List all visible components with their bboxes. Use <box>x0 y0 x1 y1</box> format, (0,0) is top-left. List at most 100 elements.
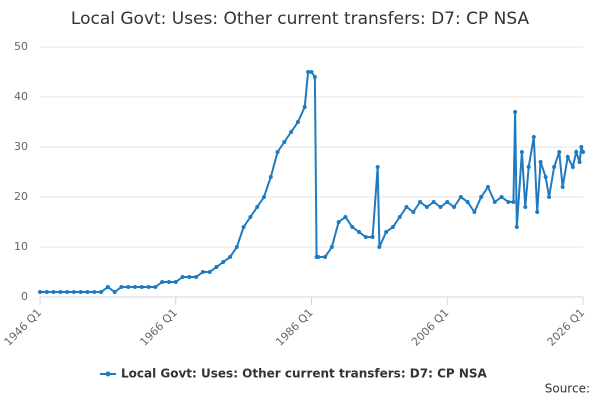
point <box>180 275 185 279</box>
point <box>565 155 570 159</box>
point <box>526 165 531 169</box>
x-tick-label: 2006 Q1 <box>409 306 452 349</box>
point <box>58 290 63 294</box>
y-tick-label: 0 <box>21 290 28 303</box>
point <box>166 280 171 284</box>
point <box>119 285 124 289</box>
point <box>431 200 436 204</box>
point <box>234 245 239 249</box>
point <box>65 290 70 294</box>
point <box>323 255 328 259</box>
point <box>485 185 490 189</box>
point <box>275 150 280 154</box>
point <box>499 195 504 199</box>
point <box>397 215 402 219</box>
point <box>445 200 450 204</box>
point <box>465 200 470 204</box>
point <box>309 70 314 74</box>
chart-title: Local Govt: Uses: Other current transfer… <box>71 9 530 29</box>
point <box>581 150 585 154</box>
point <box>438 205 443 209</box>
y-tick-label: 30 <box>14 140 28 153</box>
point <box>146 285 151 289</box>
point <box>71 290 76 294</box>
point <box>295 120 300 124</box>
line <box>40 71 584 294</box>
point <box>384 230 389 234</box>
point <box>552 165 557 169</box>
point <box>228 255 233 259</box>
point <box>160 280 165 284</box>
point <box>531 135 536 139</box>
point <box>411 210 416 214</box>
legend-label: Local Govt: Uses: Other current transfer… <box>121 367 488 381</box>
point <box>248 215 253 219</box>
point <box>153 285 158 289</box>
point <box>329 245 334 249</box>
point <box>418 200 423 204</box>
point <box>577 160 582 164</box>
point <box>306 70 311 74</box>
point <box>424 205 429 209</box>
point <box>255 205 260 209</box>
point <box>78 290 83 294</box>
point <box>350 225 355 229</box>
point <box>312 75 317 79</box>
point <box>357 230 362 234</box>
point <box>187 275 192 279</box>
point <box>194 275 199 279</box>
y-tick-label: 50 <box>14 40 28 53</box>
point <box>282 140 287 144</box>
point <box>336 220 341 224</box>
x-tick-label: 1966 Q1 <box>137 306 180 349</box>
y-tick-label: 40 <box>14 90 28 103</box>
point <box>85 290 90 294</box>
point <box>173 280 178 284</box>
point <box>535 210 540 214</box>
point <box>370 235 375 239</box>
point <box>514 225 519 229</box>
point <box>492 200 497 204</box>
point <box>316 255 321 259</box>
point <box>506 200 511 204</box>
point <box>126 285 131 289</box>
point <box>513 110 518 114</box>
point <box>214 265 219 269</box>
point <box>377 245 382 249</box>
point <box>363 235 368 239</box>
point <box>51 290 56 294</box>
point <box>44 290 49 294</box>
point <box>479 195 484 199</box>
point <box>404 205 409 209</box>
point <box>207 270 212 274</box>
x-tick-label: 2026 Q1 <box>545 306 588 349</box>
point <box>133 285 138 289</box>
point <box>574 150 579 154</box>
point <box>375 165 380 169</box>
point <box>38 290 42 294</box>
y-tick-label: 20 <box>14 190 28 203</box>
point <box>543 175 548 179</box>
point <box>538 160 543 164</box>
point <box>579 145 584 149</box>
point <box>200 270 205 274</box>
point <box>519 150 524 154</box>
point <box>289 130 294 134</box>
x-tick-label: 1986 Q1 <box>273 306 316 349</box>
point <box>221 260 226 264</box>
point <box>92 290 97 294</box>
point <box>302 105 307 109</box>
point <box>452 205 457 209</box>
point <box>241 225 246 229</box>
point <box>261 195 266 199</box>
source: Source: <box>545 382 590 396</box>
point <box>99 290 104 294</box>
point <box>547 195 552 199</box>
point <box>458 195 463 199</box>
point <box>523 205 528 209</box>
point <box>112 290 117 294</box>
point <box>268 175 273 179</box>
point <box>557 150 562 154</box>
point <box>560 185 565 189</box>
